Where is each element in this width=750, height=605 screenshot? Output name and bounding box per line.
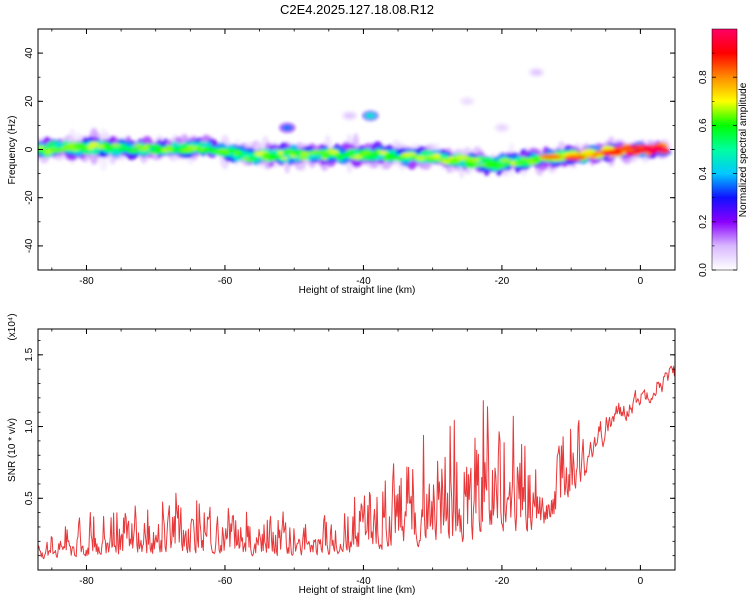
spectrogram-cell <box>465 162 478 169</box>
snr-y-axis-label: SNR (10 * v/v) <box>7 418 18 482</box>
figure-title: C2E4.2025.127.18.08.R12 <box>280 2 434 17</box>
y-tick-label: -40 <box>24 238 35 253</box>
spectrogram-cell <box>345 151 354 155</box>
spectrogram-cell <box>449 159 462 165</box>
colorbar-tick-label: 0.6 <box>698 118 709 132</box>
spectrogram-cell <box>277 150 285 156</box>
spectrogram-cell <box>103 142 110 148</box>
spectrogram-cell <box>248 157 258 161</box>
spectrogram-cell <box>455 154 469 161</box>
x-tick-label: -80 <box>79 276 94 287</box>
x-tick-label: -80 <box>79 576 94 587</box>
spectrogram-cell <box>130 148 139 154</box>
spectrogram-cell <box>484 164 496 169</box>
spectrogram-cell <box>38 145 45 150</box>
snr-frame <box>37 328 676 571</box>
spectrogram-cell <box>138 148 150 152</box>
spectrogram-cell <box>329 149 339 155</box>
spectrogram-cell <box>621 149 633 152</box>
y-tick-label: 1.5 <box>24 347 35 361</box>
snr-x-ticks: -80 -60 -40 -20 0 <box>51 329 676 587</box>
spectrogram-heatmap <box>38 67 672 179</box>
spectrogram-cell <box>280 156 288 160</box>
spectrogram-cell <box>579 150 593 155</box>
colorbar: 0.0 0.2 0.4 0.6 0.8 Normalized spectral ampl… <box>698 28 749 277</box>
snr-y-ticks: 0.5 1.0 1.5 <box>24 340 675 557</box>
y-tick-label: 0 <box>24 146 35 152</box>
spectrogram-cell <box>473 163 488 167</box>
x-tick-label: -60 <box>218 576 233 587</box>
spectrogram-cell <box>639 145 652 148</box>
y-tick-label: 0.5 <box>24 491 35 505</box>
colorbar-label: Normalized spectral amplitude <box>738 82 749 217</box>
spectrogram-cell <box>110 143 121 147</box>
x-tick-label: -40 <box>356 576 371 587</box>
colorbar-tick-label: 0.4 <box>698 166 709 180</box>
spectrogram-blob <box>365 113 376 119</box>
spectrogram-x-axis-label: Height of straight line (km) <box>299 285 416 296</box>
colorbar-tick-label: 0.8 <box>698 70 709 84</box>
spectrogram-x-ticks: -80 -60 -40 -20 0 <box>51 29 676 287</box>
colorbar-ticks: 0.0 0.2 0.4 0.6 0.8 <box>698 52 737 277</box>
spectrogram-cell <box>539 154 562 160</box>
spectrogram-cell <box>499 157 512 163</box>
spectrogram-y-ticks: -40 -20 0 20 40 <box>24 28 675 271</box>
spectrogram-cell <box>71 147 80 152</box>
spectrogram-panel: -80 -60 -40 -20 0 -40 -20 0 20 40 Height of stra… <box>7 28 676 296</box>
colorbar-gradient <box>712 29 737 270</box>
spectrogram-cell <box>415 155 427 161</box>
x-tick-label: -60 <box>218 276 233 287</box>
spectrogram-blob <box>344 113 355 119</box>
x-tick-label: 0 <box>638 276 644 287</box>
colorbar-tick-label: 0.0 <box>698 263 709 277</box>
x-tick-label: -40 <box>356 276 371 287</box>
spectrogram-cell <box>563 155 586 161</box>
snr-x-axis-label: Height of straight line (km) <box>299 585 416 596</box>
spectrogram-cell <box>473 158 482 162</box>
spectrogram-blob <box>282 125 293 131</box>
x-tick-label: 0 <box>638 576 644 587</box>
snr-panel: -80 -60 -40 -20 0 0.5 1.0 1.5 Height of straig… <box>7 313 676 596</box>
spectrogram-cell <box>104 146 115 151</box>
spectrogram-cell <box>236 152 245 157</box>
spectrogram-cell <box>601 150 624 156</box>
x-tick-label: -20 <box>495 276 510 287</box>
y-tick-label: 20 <box>24 95 35 107</box>
spectrogram-cell <box>315 149 328 155</box>
y-tick-label: 1.0 <box>24 419 35 433</box>
spectrogram-cell <box>155 145 164 151</box>
spectrogram-y-axis-label: Frequency (Hz) <box>7 116 18 185</box>
spectrogram-cell <box>401 152 417 157</box>
spectrogram-cell <box>520 157 534 161</box>
y-tick-label: -20 <box>24 190 35 205</box>
spectrogram-cell <box>297 155 308 161</box>
spectrogram-cell <box>433 152 441 159</box>
x-tick-label: -20 <box>495 576 510 587</box>
spectrogram-cell <box>200 141 212 149</box>
spectrogram-blob <box>462 98 473 104</box>
colorbar-tick-label: 0.2 <box>698 214 709 228</box>
snr-series-line <box>38 365 675 560</box>
spectrogram-blob <box>496 125 507 131</box>
spectrogram-cell <box>646 147 669 152</box>
spectrogram-cell <box>267 154 282 160</box>
spectrogram-cell <box>516 160 526 164</box>
spectrogram-cell <box>625 145 641 149</box>
spectrogram-blob <box>531 69 542 75</box>
spectrogram-cell <box>89 141 99 147</box>
spectrogram-cell <box>321 153 334 158</box>
snr-scale-note: (x10⁴) <box>7 313 18 340</box>
spectrogram-cell <box>384 152 396 158</box>
spectrogram-cell <box>588 155 597 159</box>
y-tick-label: 40 <box>24 47 35 59</box>
spectrogram-cell <box>56 141 63 149</box>
